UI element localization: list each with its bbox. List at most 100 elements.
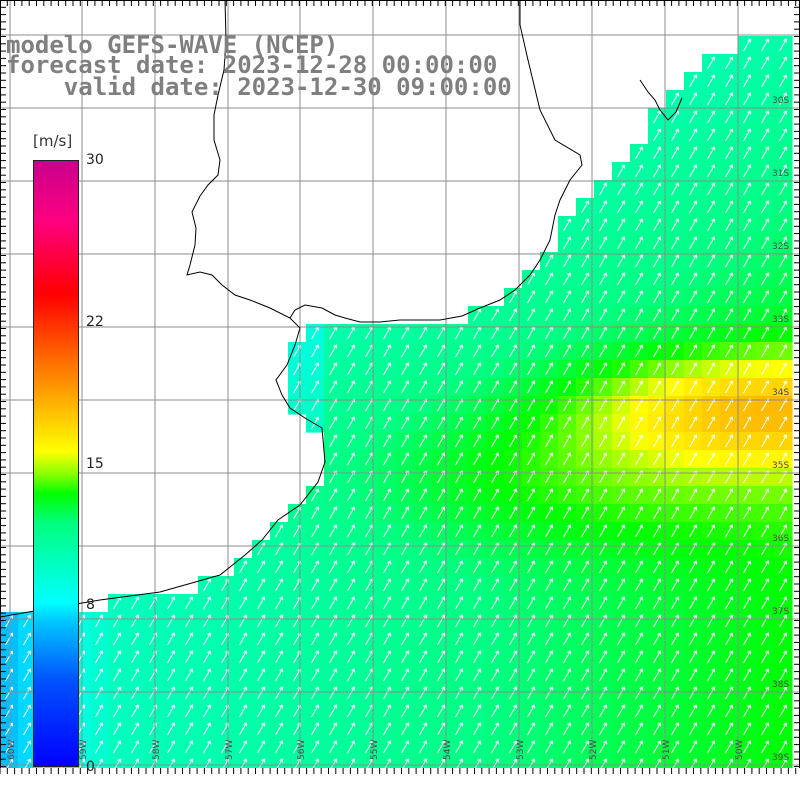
wind-arrow [347,380,356,394]
wind-arrow [689,218,698,232]
wind-arrow [761,56,770,70]
colorbar-tick-label: 30 [86,152,104,168]
wind-arrow [725,56,734,70]
colorbar-tick-label: 0 [86,759,95,775]
wind-arrow [617,164,626,178]
wind-arrow [653,308,662,322]
wind-arrow [311,362,320,376]
wind-arrow [563,254,572,268]
latitude-label: 33S [772,315,789,325]
wind-arrow [617,308,626,322]
wind-arrow [599,380,608,394]
wind-arrow [779,38,788,52]
wind-arrow [347,344,356,358]
wind-arrow [671,218,680,232]
wind-arrow [743,38,752,52]
wind-arrow [671,236,680,250]
wind-arrow [635,236,644,250]
wind-arrow [653,182,662,196]
wind-arrow [689,254,698,268]
wind-arrow [761,164,770,178]
wind-arrow [761,362,770,376]
wind-arrow [527,380,536,394]
wind-arrow [653,236,662,250]
wind-arrow [599,308,608,322]
wind-arrow [779,254,788,268]
wind-arrow [383,362,392,376]
wind-arrow [509,308,518,322]
wind-arrow [581,218,590,232]
wind-arrow [545,272,554,286]
wind-arrow [473,308,482,322]
wind-arrow [527,308,536,322]
wind-arrow [617,200,626,214]
wind-arrow [401,380,410,394]
wind-arrow [761,218,770,232]
wind-arrow [779,92,788,106]
longitude-label: 60W [7,740,17,760]
wind-arrow [653,290,662,304]
wind-arrow [671,362,680,376]
wind-arrow [437,380,446,394]
wind-arrow [707,164,716,178]
wind-arrow [671,254,680,268]
wind-arrow [779,362,788,376]
longitude-label: 57W [225,740,235,760]
wind-arrow [401,344,410,358]
wind-arrow [581,308,590,322]
wind-arrow [725,200,734,214]
colorbar [33,160,79,767]
latitude-label: 39S [772,753,789,763]
wind-arrow [707,290,716,304]
wind-arrow [635,344,644,358]
wind-arrow [725,74,734,88]
wind-arrow [743,218,752,232]
wind-arrow [437,344,446,358]
wind-arrow [329,344,338,358]
wind-arrow [761,92,770,106]
latitude-label: 31S [772,169,789,179]
wind-arrow [491,344,500,358]
wind-arrow [599,362,608,376]
wind-arrow [761,308,770,322]
wind-arrow [581,362,590,376]
wind-arrow [707,272,716,286]
wind-arrow [509,380,518,394]
wind-arrow [671,164,680,178]
wind-arrow [599,218,608,232]
valid-date: valid date: 2023-12-30 09:00:00 [6,73,512,101]
wind-arrow [779,110,788,124]
wind-arrow [635,308,644,322]
wind-arrow [617,380,626,394]
wind-arrow [689,92,698,106]
wind-arrow [689,146,698,160]
wind-arrow [563,272,572,286]
wind-arrow [743,146,752,160]
wind-arrow [563,218,572,232]
wind-arrow [653,344,662,358]
wind-arrow [725,110,734,124]
wind-arrow [581,236,590,250]
wind-arrow [689,200,698,214]
wind-arrow [617,254,626,268]
wind-arrow [509,362,518,376]
wind-arrow [725,254,734,268]
wind-arrow [779,146,788,160]
wind-arrow [761,290,770,304]
latitude-label: 32S [772,242,789,252]
wind-arrow [743,290,752,304]
wind-arrow [725,272,734,286]
longitude-label: 53W [516,740,526,760]
wind-arrow [671,200,680,214]
wind-arrow [563,236,572,250]
wind-arrow [725,308,734,322]
wind-arrow [581,254,590,268]
wind-arrow [455,344,464,358]
wind-arrow [761,380,770,394]
wind-arrow [671,380,680,394]
wind-arrow [743,56,752,70]
wind-arrow [599,344,608,358]
wind-arrow [743,362,752,376]
wind-arrow [725,128,734,142]
wind-arrow [779,128,788,142]
